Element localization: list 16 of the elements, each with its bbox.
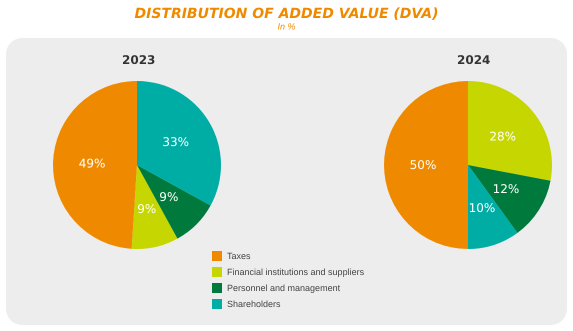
data-label: 28%: [489, 129, 516, 144]
legend-label: Personnel and management: [227, 283, 341, 293]
data-label: 10%: [468, 200, 496, 215]
text: 2023: [122, 53, 156, 67]
legend-label: Financial institutions and suppliers: [227, 267, 365, 277]
data-label: 49%: [78, 156, 106, 171]
data-label: 33%: [162, 135, 190, 150]
legend-label: Taxes: [227, 251, 252, 261]
text: In %: [277, 22, 296, 32]
chart-title: 2024: [457, 53, 490, 67]
data-label: 12%: [492, 182, 520, 196]
data-label: 50%: [410, 158, 436, 172]
data-label: 9%: [159, 190, 178, 204]
data-label: 9%: [137, 202, 156, 216]
text: DISTRIBUTION OF ADDED VALUE (DVA): [134, 6, 439, 22]
legend-label: Shareholders: [227, 299, 282, 309]
